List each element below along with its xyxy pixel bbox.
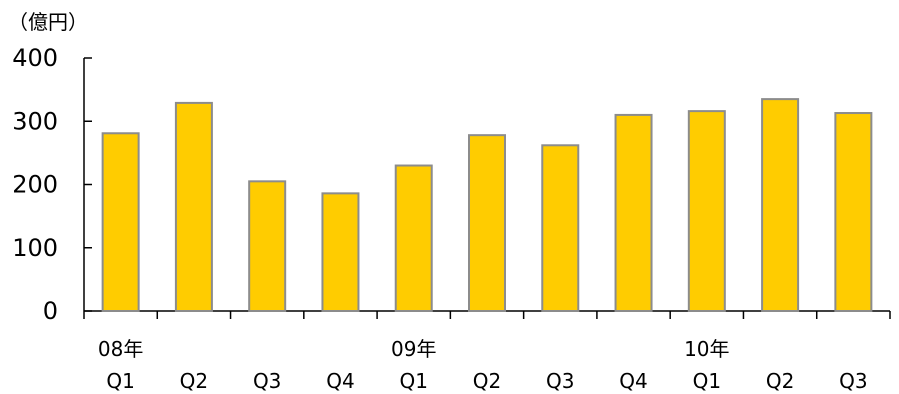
x-tick-label: Q2: [180, 369, 208, 393]
x-tick-label: Q2: [766, 369, 794, 393]
year-label: 10年: [684, 337, 729, 361]
y-unit-label: （億円）: [8, 10, 88, 34]
x-tick-label: Q4: [619, 369, 647, 393]
x-tick-label: Q1: [693, 369, 721, 393]
y-tick-label: 100: [12, 234, 58, 262]
year-label: 09年: [391, 337, 436, 361]
bar: [541, 144, 580, 312]
bar: [101, 132, 140, 312]
y-tick-label: 300: [12, 107, 58, 135]
x-tick-label: Q4: [326, 369, 354, 393]
x-tick-label: Q3: [839, 369, 867, 393]
x-tick-label: Q1: [399, 369, 427, 393]
y-tick-label: 400: [12, 44, 58, 72]
y-tick-label: 200: [12, 171, 58, 199]
year-label: 08年: [98, 337, 143, 361]
bar: [248, 180, 287, 312]
labels: 0 100 200 300 400 Q1 Q2 Q3 Q4 Q1 Q2 Q3 Q4 Q1 Q2 Q3 08年 09…: [12, 44, 867, 393]
bar: [394, 164, 433, 312]
x-tick-label: Q3: [546, 369, 574, 393]
bar: [468, 134, 506, 312]
x-tick-label: Q3: [253, 369, 281, 393]
x-tick-label: Q2: [473, 369, 501, 393]
bar: [321, 192, 360, 312]
x-tick-label: Q1: [106, 369, 134, 393]
bar: [687, 110, 726, 312]
bars: [101, 98, 873, 312]
bar: [834, 112, 873, 312]
bar: [174, 101, 213, 312]
y-tick-label: 0: [43, 297, 58, 325]
bar: [614, 113, 653, 312]
bar: [761, 98, 800, 312]
